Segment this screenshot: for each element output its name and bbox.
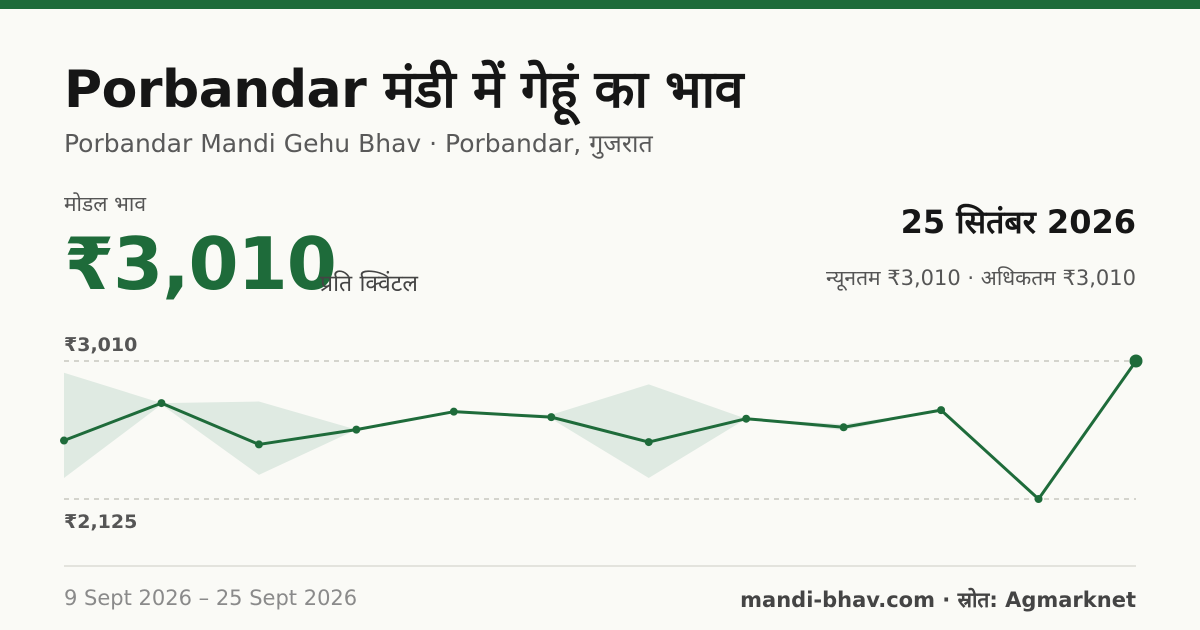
footer-date-range: 9 Sept 2026 – 25 Sept 2026	[64, 586, 358, 610]
page-subtitle: Porbandar Mandi Gehu Bhav · Porbandar, ग…	[64, 129, 653, 158]
data-point	[60, 436, 68, 445]
data-point	[352, 425, 361, 434]
data-point	[449, 407, 458, 416]
data-point	[547, 413, 556, 422]
data-point	[644, 438, 653, 447]
y-tick-label-max: ₹3,010	[64, 334, 137, 356]
data-point	[1129, 354, 1143, 368]
modal-price-value: ₹3,010	[64, 222, 337, 306]
data-point	[937, 406, 946, 415]
data-point	[742, 414, 751, 423]
top-accent-bar	[0, 0, 1200, 9]
data-point	[1034, 495, 1043, 503]
price-unit: प्रति क्विंटल	[320, 271, 418, 297]
data-point	[839, 423, 848, 432]
price-date: 25 सितंबर 2026	[900, 203, 1136, 241]
modal-price-line	[63, 360, 1138, 501]
min-max-range: न्यूनतम ₹3,010 · अधिकतम ₹3,010	[826, 266, 1136, 290]
footer-source: mandi-bhav.com · स्रोत: Agmarknet	[740, 588, 1136, 612]
data-point	[157, 399, 166, 408]
y-tick-label-min: ₹2,125	[64, 511, 137, 533]
page-title: Porbandar मंडी में गेहूं का भाव	[64, 60, 744, 120]
data-point	[254, 440, 263, 449]
modal-price-label: मोडल भाव	[64, 192, 147, 216]
footer-divider	[64, 565, 1136, 567]
